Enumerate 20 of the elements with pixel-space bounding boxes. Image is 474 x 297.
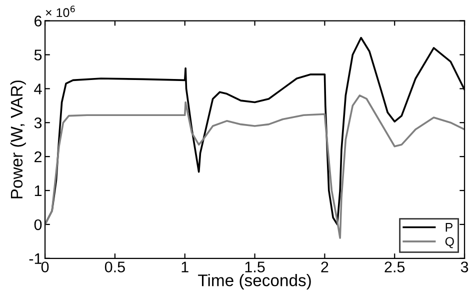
x-tick-label: 2	[321, 262, 328, 272]
y-tick-label: 4	[34, 84, 42, 94]
line-series	[45, 94, 465, 239]
legend-label: Q	[445, 237, 454, 248]
legend-label: P	[446, 223, 452, 232]
x-tick-label: 2.5	[384, 262, 405, 272]
x-tick-label: 0.5	[104, 262, 125, 272]
y-tick-label: 0	[34, 219, 42, 230]
x-tick-label: 3	[460, 262, 468, 272]
x-tick-label: 1	[182, 262, 188, 272]
y-tick-label: -1	[29, 253, 42, 264]
y-axis-title: Power (W, VAR)	[10, 80, 26, 198]
y-tick-label: 3	[34, 117, 42, 128]
y-tick-label: 1	[34, 186, 42, 196]
y-tick-label: 6	[34, 16, 42, 26]
y-tick-label: 5	[34, 50, 42, 60]
y-tick-label: 2	[34, 151, 42, 162]
x-tick-label: 1.5	[245, 262, 265, 272]
text: × 10$^{6}$	[46, 6, 75, 18]
x-axis-title: Time (seconds)	[198, 274, 311, 290]
